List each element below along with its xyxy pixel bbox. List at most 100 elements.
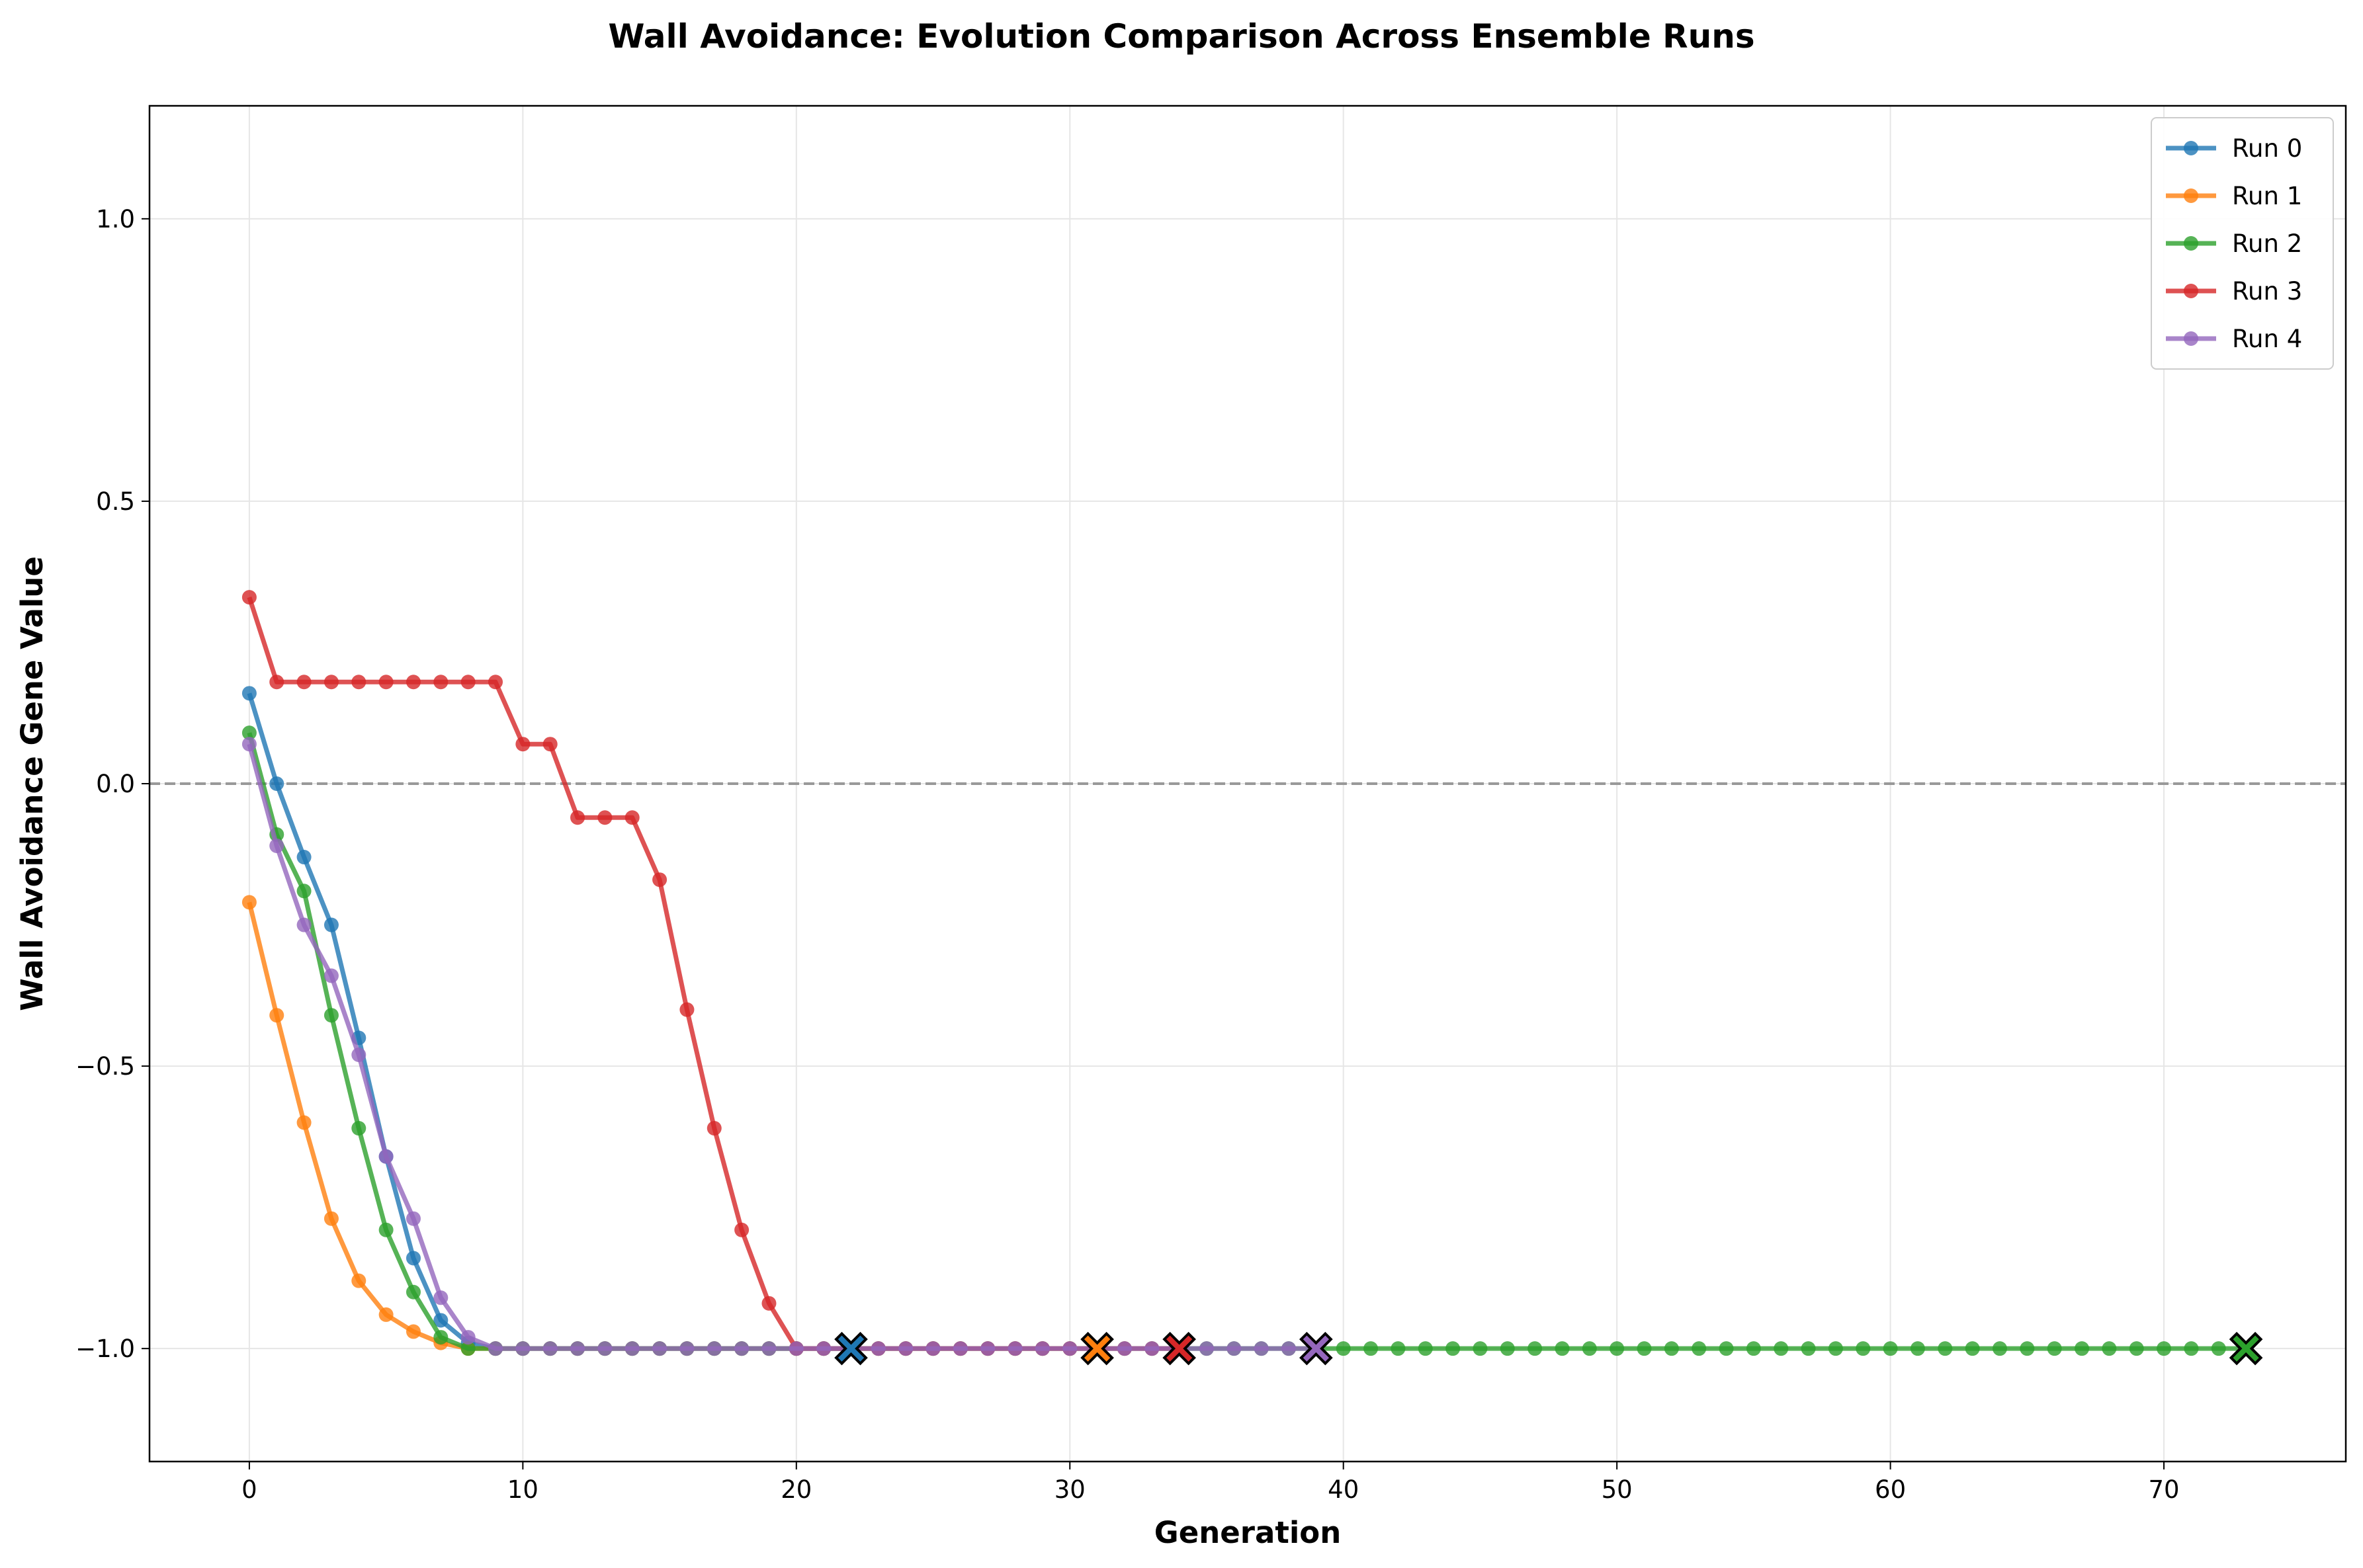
y-tick-label: 0.0	[96, 770, 135, 798]
legend-label: Run 1	[2232, 182, 2302, 210]
data-point	[406, 675, 421, 690]
data-point	[1828, 1341, 1843, 1356]
data-point	[1610, 1341, 1625, 1356]
data-point	[460, 1341, 476, 1356]
data-point	[241, 895, 257, 910]
data-point	[241, 725, 257, 741]
data-point	[296, 850, 312, 865]
data-point	[1445, 1341, 1461, 1356]
data-point	[1363, 1341, 1379, 1356]
legend-marker	[2184, 141, 2198, 155]
data-point	[761, 1296, 777, 1311]
data-point	[1801, 1341, 1816, 1356]
data-point	[2211, 1341, 2226, 1356]
data-point	[433, 1313, 449, 1328]
data-point	[597, 1341, 613, 1356]
data-point	[406, 1284, 421, 1300]
series-layer	[241, 590, 2263, 1366]
data-point	[2184, 1341, 2199, 1356]
end-marker-run-2	[2229, 1331, 2263, 1366]
data-point	[789, 1341, 804, 1356]
legend-label: Run 4	[2232, 325, 2302, 353]
data-point	[1281, 1341, 1297, 1356]
data-point	[707, 1341, 722, 1356]
data-point	[1965, 1341, 1980, 1356]
data-point	[1199, 1341, 1214, 1356]
data-point	[652, 872, 667, 887]
data-point	[351, 1048, 366, 1062]
legend-entry: Run 0	[2166, 134, 2302, 163]
data-point	[515, 1341, 531, 1356]
data-point	[679, 1341, 695, 1356]
data-point	[734, 1341, 750, 1356]
data-point	[460, 1330, 476, 1345]
x-axis-label: Generation	[1154, 1515, 1341, 1550]
legend-box	[2151, 117, 2334, 370]
data-point	[1637, 1341, 1652, 1356]
data-point	[241, 590, 257, 605]
data-point	[1582, 1341, 1597, 1356]
data-point	[323, 917, 339, 932]
data-point	[296, 917, 312, 932]
data-point	[406, 1211, 421, 1226]
data-point	[1418, 1341, 1433, 1356]
data-point	[323, 1008, 339, 1023]
x-tick-label: 60	[1875, 1475, 1906, 1504]
data-point	[269, 776, 284, 791]
data-point	[2047, 1341, 2062, 1356]
data-point	[269, 675, 284, 690]
end-marker-run-3	[1162, 1331, 1196, 1366]
data-point	[980, 1341, 996, 1356]
legend-label: Run 3	[2232, 277, 2302, 306]
data-point	[323, 675, 339, 690]
data-point	[406, 1251, 421, 1266]
x-tick-label: 70	[2149, 1475, 2180, 1504]
data-point	[269, 1008, 284, 1023]
y-tick-label: 1.0	[96, 205, 135, 233]
x-tick-label: 40	[1328, 1475, 1359, 1504]
data-point	[1144, 1341, 1160, 1356]
x-marker	[838, 1335, 865, 1362]
legend-marker	[2184, 236, 2198, 251]
x-marker	[1303, 1335, 1330, 1362]
data-point	[1500, 1341, 1515, 1356]
data-point	[1254, 1341, 1269, 1356]
y-tick-label: −0.5	[75, 1052, 135, 1081]
data-point	[323, 968, 339, 983]
data-point	[707, 1121, 722, 1136]
data-point	[433, 1330, 449, 1345]
data-point	[1035, 1341, 1050, 1356]
data-point	[406, 1324, 421, 1339]
data-point	[1008, 1341, 1023, 1356]
legend-label: Run 0	[2232, 134, 2302, 163]
data-point	[460, 675, 476, 690]
data-point	[925, 1341, 941, 1356]
data-point	[1664, 1341, 1679, 1356]
data-point	[1527, 1341, 1543, 1356]
x-tick-label: 0	[241, 1475, 257, 1504]
legend-entry: Run 3	[2166, 277, 2302, 306]
data-point	[1938, 1341, 1953, 1356]
data-point	[652, 1341, 667, 1356]
y-tick-label: −1.0	[75, 1335, 135, 1363]
data-point	[296, 1115, 312, 1130]
data-point	[761, 1341, 777, 1356]
data-point	[241, 686, 257, 701]
x-tick-label: 50	[1602, 1475, 1633, 1504]
data-point	[433, 1290, 449, 1305]
data-point	[351, 1273, 366, 1288]
data-point	[2075, 1341, 2090, 1356]
data-point	[953, 1341, 968, 1356]
data-point	[515, 737, 531, 752]
x-marker	[1166, 1335, 1193, 1362]
plot-area	[148, 104, 2347, 1463]
legend-entry: Run 4	[2166, 325, 2302, 353]
end-marker-run-4	[1299, 1331, 1333, 1366]
data-point	[624, 1341, 640, 1356]
data-point	[1226, 1341, 1242, 1356]
data-point	[542, 737, 558, 752]
data-point	[1719, 1341, 1734, 1356]
data-point	[1473, 1341, 1488, 1356]
end-marker-run-1	[1080, 1331, 1114, 1366]
data-point	[1992, 1341, 2007, 1356]
